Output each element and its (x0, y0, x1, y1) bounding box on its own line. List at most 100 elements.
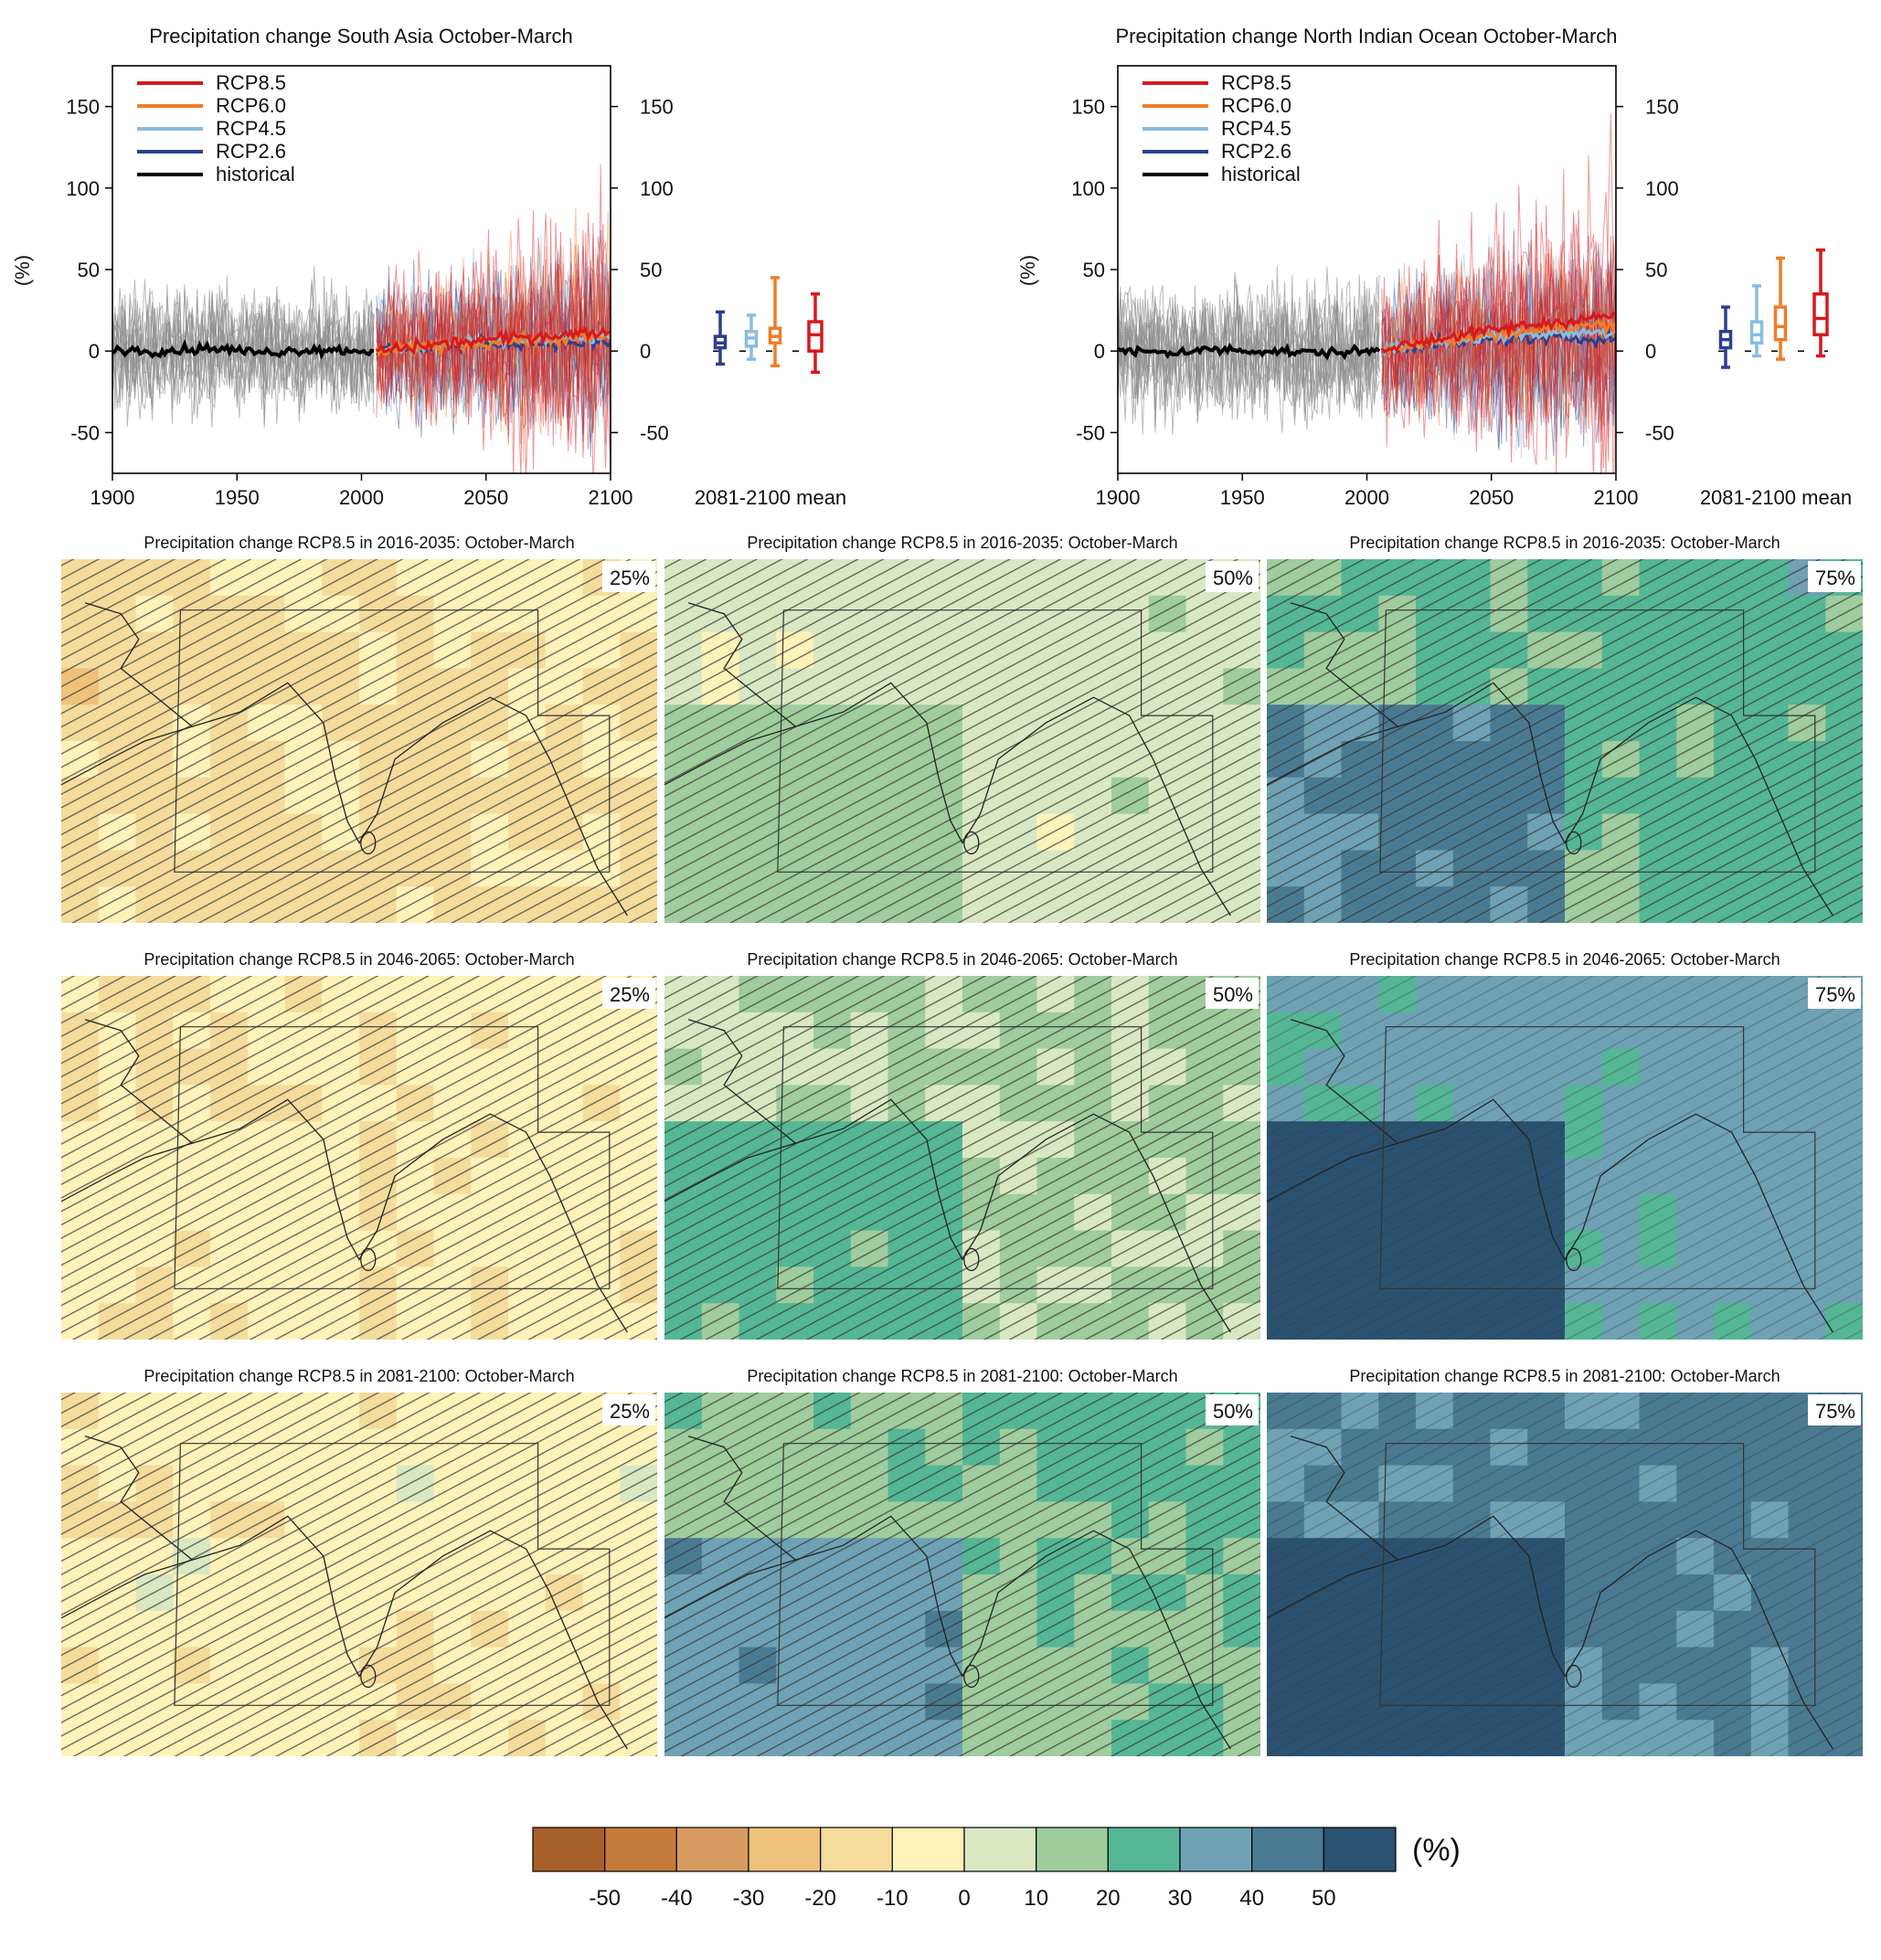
rcp-member-line (376, 265, 611, 438)
colorbar-swatch (748, 1827, 822, 1872)
sri-lanka-outline (360, 1664, 377, 1689)
colorbar-swatch (1036, 1827, 1109, 1872)
map-title: Precipitation change RCP8.5 in 2016-2035… (747, 534, 1177, 552)
map-title: Precipitation change RCP8.5 in 2046-2065… (1349, 950, 1780, 969)
mean-line-historical (1118, 342, 1381, 361)
rcp-member-line (1381, 254, 1616, 431)
colorbar-swatch (1323, 1827, 1397, 1872)
map-panel-2: Precipitation change RCP8.5 in 2016-2035… (664, 534, 1260, 923)
historical-member-line (1118, 286, 1380, 430)
legend-label: RCP4.5 (1221, 117, 1291, 140)
hatching-overlay (664, 976, 1260, 1340)
rcp-member-line (376, 233, 611, 473)
rcp-member-line (376, 164, 611, 459)
historical-member-line (112, 275, 375, 408)
coastline-arabia (1267, 1559, 1398, 1619)
sri-lanka-outline (963, 831, 980, 855)
x-tick-label: 1950 (1220, 486, 1265, 509)
colorbar-swatch (1107, 1827, 1181, 1872)
rcp-member-line (376, 252, 611, 439)
percentile-label-bg (602, 1394, 655, 1425)
rcp-member-line (376, 263, 611, 433)
hatching-overlay (1267, 559, 1863, 923)
rcp-member-line (1381, 219, 1616, 465)
rcp-member-line (376, 261, 611, 423)
x-tick-label: 2100 (589, 486, 633, 509)
rcp-member-line (1381, 246, 1616, 457)
percentile-label: 75% (1815, 983, 1855, 1006)
rcp-member-line (376, 247, 611, 418)
sri-lanka-outline (1566, 831, 1582, 855)
percentile-label: 50% (1213, 567, 1253, 589)
y-tick-label-right: 150 (640, 96, 674, 119)
colorbar-tick-label: -40 (661, 1886, 693, 1911)
timeseries-panels: Precipitation change South Asia October-… (11, 25, 1852, 509)
coastline (687, 1436, 1231, 1750)
colorbar-swatch (891, 1827, 965, 1872)
y-tick-label-left: -50 (70, 421, 100, 444)
percentile-label-bg (602, 561, 655, 592)
rcp-member-line (1381, 271, 1616, 444)
map-field (664, 559, 1260, 923)
hatching-overlay (664, 1393, 1260, 1756)
ensemble-lines (112, 164, 611, 473)
y-tick-label-right: 100 (640, 177, 674, 200)
boxplots (713, 276, 824, 375)
legend-label: RCP2.6 (216, 140, 286, 163)
percentile-label: 50% (1213, 1400, 1253, 1423)
map-title: Precipitation change RCP8.5 in 2046-2065… (143, 950, 574, 969)
rcp-member-line (1381, 154, 1616, 469)
mean-line-historical (112, 338, 375, 360)
x-tick-label: 2000 (1344, 486, 1389, 509)
rcp-member-line (376, 229, 611, 473)
rcp-member-line (1381, 260, 1616, 429)
colorbar-tick-label: 50 (1312, 1886, 1336, 1911)
hatching-overlay (1267, 976, 1863, 1340)
percentile-label: 25% (610, 1400, 650, 1423)
map-title: Precipitation change RCP8.5 in 2081-2100… (143, 1367, 574, 1385)
map-title: Precipitation change RCP8.5 in 2046-2065… (747, 950, 1177, 969)
legend-label: RCP8.5 (1221, 71, 1291, 94)
rcp-member-line (376, 254, 611, 439)
y-axis-label: (%) (1016, 255, 1039, 286)
y-tick-label-right: 50 (640, 259, 662, 281)
legend-label: RCP6.0 (216, 94, 286, 117)
colorbar-tick-label: -10 (877, 1886, 909, 1911)
sri-lanka-outline (360, 831, 377, 855)
legend-label: historical (1221, 163, 1301, 185)
sri-lanka-outline (360, 1247, 377, 1272)
map-title: Precipitation change RCP8.5 in 2081-2100… (747, 1367, 1177, 1385)
x-tick-label: 1900 (90, 486, 135, 509)
y-tick-label-left: 50 (1083, 259, 1105, 281)
percentile-label: 25% (610, 983, 650, 1006)
rcp-member-line (376, 275, 611, 423)
colorbar-tick-label: 30 (1168, 1886, 1193, 1911)
colorbar-swatch (1179, 1827, 1253, 1872)
rcp-member-line (376, 246, 611, 419)
legend-label: RCP8.5 (216, 71, 286, 94)
percentile-label-bg (1808, 978, 1861, 1009)
x-tick-label: 1900 (1096, 486, 1141, 509)
colorbar-tick-label: -50 (589, 1886, 621, 1911)
sri-lanka-outline (1566, 1664, 1582, 1689)
coastline-arabia (664, 1559, 796, 1619)
boxplot-box (807, 320, 824, 353)
map-panels: Precipitation change RCP8.5 in 2016-2035… (61, 534, 1863, 1756)
map-panel-3: Precipitation change RCP8.5 in 2016-2035… (1267, 534, 1863, 923)
colorbar-tick-label: -30 (733, 1886, 765, 1911)
rcp-member-line (1381, 227, 1616, 441)
boxplot-box (1812, 292, 1829, 337)
percentile-label: 75% (1815, 1400, 1855, 1423)
colorbar-unit: (%) (1412, 1833, 1461, 1868)
percentile-label-bg (1206, 1394, 1259, 1425)
hatching-overlay (61, 976, 657, 1340)
map-field (61, 1393, 657, 1756)
map-panel-7: Precipitation change RCP8.5 in 2081-2100… (61, 1367, 657, 1756)
percentile-label-bg (1808, 561, 1861, 592)
y-tick-label-left: -50 (1076, 421, 1105, 444)
historical-member-line (112, 266, 375, 429)
colorbar-swatch (1251, 1827, 1324, 1872)
rcp-member-line (376, 207, 611, 435)
